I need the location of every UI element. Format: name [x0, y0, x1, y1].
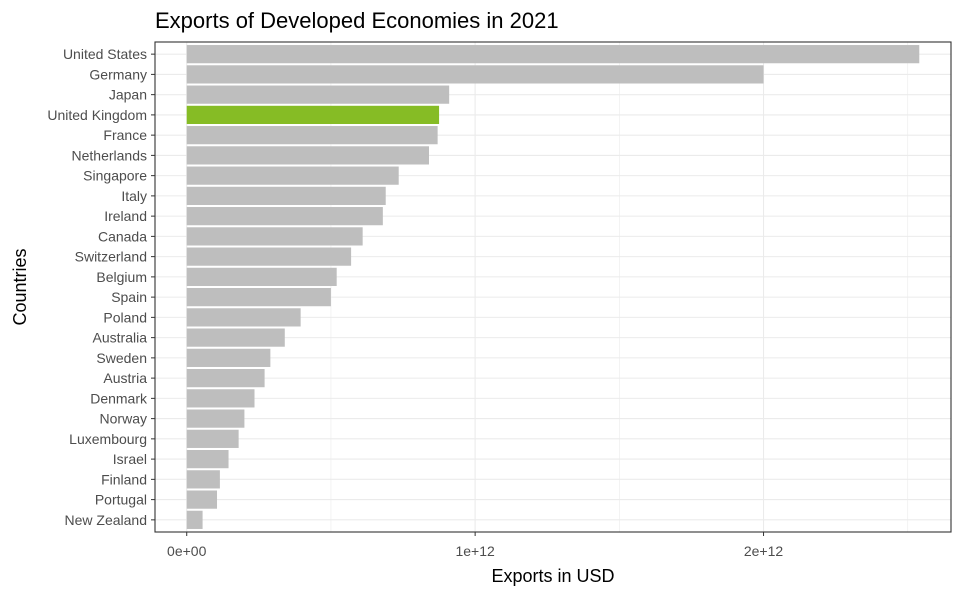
y-tick-label: Luxembourg: [69, 431, 147, 447]
y-tick-label: Austria: [103, 370, 147, 386]
y-tick-label: New Zealand: [65, 512, 148, 528]
bar: [186, 207, 383, 226]
x-axis-title: Exports in USD: [491, 566, 614, 586]
bar: [186, 328, 285, 347]
y-tick-label: Norway: [100, 411, 147, 427]
y-tick-label: Japan: [109, 87, 147, 103]
bar: [186, 490, 218, 509]
bar: [186, 85, 450, 104]
bar: [186, 146, 429, 165]
y-tick-label: France: [103, 127, 147, 143]
bar: [186, 227, 363, 246]
bars-layer: [186, 45, 920, 529]
y-tick-label: Israel: [113, 451, 147, 467]
y-axis-title: Countries: [10, 248, 30, 325]
y-tick-label: Sweden: [96, 350, 147, 366]
bar: [186, 105, 440, 125]
bar: [186, 126, 438, 145]
bar: [186, 429, 239, 448]
bar: [186, 288, 331, 307]
bar: [186, 267, 337, 286]
x-tick-label: 0e+00: [167, 543, 207, 559]
bar: [186, 348, 271, 367]
bar: [186, 510, 203, 529]
y-tick-label: Finland: [101, 471, 147, 487]
y-tick-label: Italy: [121, 188, 147, 204]
y-tick-label: Ireland: [104, 208, 147, 224]
y-tick-label: United Kingdom: [47, 107, 147, 123]
y-tick-label: Spain: [111, 289, 147, 305]
bar: [186, 247, 352, 266]
bar: [186, 389, 255, 408]
bar: [186, 449, 229, 469]
bar: [186, 65, 764, 84]
bar: [186, 308, 301, 327]
y-tick-label: Canada: [98, 228, 147, 244]
y-tick-label: United States: [63, 46, 147, 62]
bar: [186, 166, 399, 185]
chart-title: Exports of Developed Economies in 2021: [155, 8, 559, 33]
bar: [186, 409, 245, 428]
y-tick-label: Belgium: [96, 269, 147, 285]
y-tick-label: Netherlands: [72, 147, 148, 163]
y-tick-label: Singapore: [83, 168, 147, 184]
y-tick-label: Germany: [89, 66, 147, 82]
x-tick-label: 2e+12: [744, 543, 784, 559]
y-tick-label: Australia: [93, 330, 148, 346]
x-tick-labels: 0e+00 1e+12 2e+12: [167, 532, 783, 559]
bar: [186, 369, 265, 388]
y-tick-label: Switzerland: [75, 249, 147, 265]
y-tick-label: Portugal: [95, 492, 147, 508]
bar: [186, 45, 920, 64]
y-tick-label: Denmark: [90, 390, 148, 406]
panel-border: [154, 41, 952, 533]
x-tick-label: 1e+12: [455, 543, 495, 559]
bar: [186, 186, 386, 205]
y-tick-label: Poland: [103, 309, 147, 325]
bar: [186, 470, 220, 489]
y-tick-labels: United States Germany Japan United Kingdom F…: [47, 46, 155, 528]
